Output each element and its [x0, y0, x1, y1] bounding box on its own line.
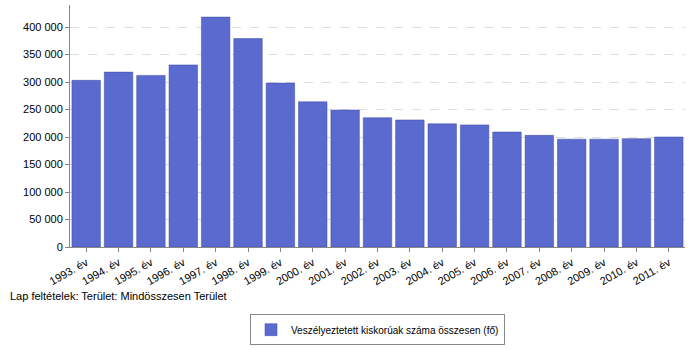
- svg-text:300 000: 300 000: [23, 76, 63, 88]
- svg-text:1993. év: 1993. év: [47, 256, 90, 288]
- svg-text:400 000: 400 000: [23, 21, 63, 33]
- svg-text:2001. év: 2001. év: [306, 256, 349, 288]
- svg-text:2009. év: 2009. év: [565, 256, 608, 288]
- svg-text:Veszélyeztetett kiskorúak szám: Veszélyeztetett kiskorúak száma összesen…: [291, 325, 498, 336]
- svg-text:2005. év: 2005. év: [436, 256, 479, 288]
- svg-text:2002. év: 2002. év: [339, 256, 382, 288]
- svg-text:0: 0: [57, 241, 63, 253]
- svg-text:350 000: 350 000: [23, 48, 63, 60]
- svg-text:1996. év: 1996. év: [144, 256, 187, 288]
- svg-text:2006. év: 2006. év: [468, 256, 511, 288]
- svg-text:2008. év: 2008. év: [533, 256, 576, 288]
- svg-text:1994. év: 1994. év: [80, 256, 123, 288]
- svg-text:100 000: 100 000: [23, 186, 63, 198]
- svg-text:150 000: 150 000: [23, 158, 63, 170]
- svg-text:250 000: 250 000: [23, 103, 63, 115]
- svg-text:1995. év: 1995. év: [112, 256, 155, 288]
- svg-text:1999. év: 1999. év: [242, 256, 285, 288]
- svg-text:2010. év: 2010. év: [598, 256, 641, 288]
- svg-text:Lap feltételek: Terület: Mindö: Lap feltételek: Terület: Mindösszesen Te…: [10, 290, 227, 302]
- svg-text:2011. év: 2011. év: [631, 256, 673, 287]
- svg-text:2003. év: 2003. év: [371, 256, 414, 288]
- svg-text:2007. év: 2007. év: [501, 256, 544, 288]
- svg-text:200 000: 200 000: [23, 131, 63, 143]
- svg-text:2004. év: 2004. év: [403, 256, 446, 288]
- svg-text:50 000: 50 000: [29, 213, 63, 225]
- svg-text:2000. év: 2000. év: [274, 256, 317, 288]
- svg-text:1997. év: 1997. év: [177, 256, 220, 288]
- svg-text:1998. év: 1998. év: [209, 256, 252, 288]
